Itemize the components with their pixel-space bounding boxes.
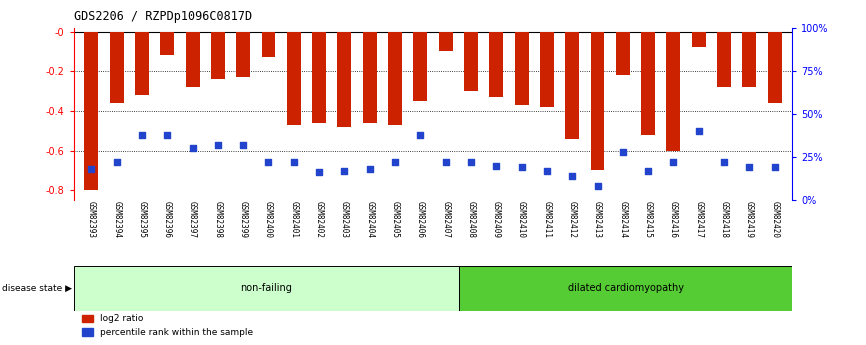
Text: GSM82419: GSM82419 — [745, 201, 754, 238]
Bar — [312, 31, 326, 123]
Point — [667, 159, 681, 165]
Point — [616, 149, 630, 155]
Bar — [211, 31, 225, 79]
Text: GSM82396: GSM82396 — [163, 201, 171, 238]
Point — [84, 166, 98, 172]
Point — [312, 170, 326, 175]
Bar — [262, 31, 275, 57]
Point — [692, 128, 706, 134]
Text: GSM82415: GSM82415 — [643, 201, 653, 238]
Point — [717, 159, 731, 165]
Text: GSM82414: GSM82414 — [618, 201, 627, 238]
Text: GSM82399: GSM82399 — [239, 201, 248, 238]
Text: GSM82412: GSM82412 — [568, 201, 577, 238]
Bar — [413, 31, 427, 101]
Point — [591, 184, 604, 189]
Bar — [692, 31, 706, 47]
Text: GSM82416: GSM82416 — [669, 201, 678, 238]
Bar — [287, 31, 301, 125]
Point — [363, 166, 377, 172]
Bar — [717, 31, 731, 87]
Text: GSM82404: GSM82404 — [365, 201, 374, 238]
Bar — [236, 31, 250, 77]
Bar — [565, 31, 579, 139]
Point — [388, 159, 402, 165]
Text: GDS2206 / RZPDp1096C0817D: GDS2206 / RZPDp1096C0817D — [74, 10, 252, 23]
Point — [160, 132, 174, 137]
Text: GSM82403: GSM82403 — [340, 201, 349, 238]
Text: dilated cardiomyopathy: dilated cardiomyopathy — [567, 283, 683, 293]
Text: GSM82398: GSM82398 — [213, 201, 223, 238]
Point — [742, 165, 756, 170]
Bar — [185, 31, 199, 87]
Text: non-failing: non-failing — [240, 283, 292, 293]
Bar — [667, 31, 681, 150]
Bar — [591, 31, 604, 170]
Text: GSM82408: GSM82408 — [467, 201, 475, 238]
Bar — [742, 31, 756, 87]
Bar — [464, 31, 478, 91]
Bar — [160, 31, 174, 55]
Text: disease state ▶: disease state ▶ — [2, 284, 72, 293]
Text: GSM82413: GSM82413 — [593, 201, 602, 238]
Point — [135, 132, 149, 137]
Text: GSM82401: GSM82401 — [289, 201, 298, 238]
Point — [514, 165, 528, 170]
Bar — [489, 31, 503, 97]
Point — [439, 159, 453, 165]
Text: GSM82409: GSM82409 — [492, 201, 501, 238]
Text: GSM82418: GSM82418 — [720, 201, 728, 238]
Text: GSM82406: GSM82406 — [416, 201, 425, 238]
Point — [110, 159, 124, 165]
Point — [211, 142, 225, 148]
Text: GSM82400: GSM82400 — [264, 201, 273, 238]
Point — [464, 159, 478, 165]
Text: GSM82411: GSM82411 — [542, 201, 552, 238]
Bar — [514, 31, 528, 105]
Bar — [338, 31, 352, 127]
Text: GSM82407: GSM82407 — [441, 201, 450, 238]
Bar — [641, 31, 655, 135]
Point — [540, 168, 554, 174]
Text: GSM82395: GSM82395 — [138, 201, 146, 238]
Text: GSM82417: GSM82417 — [695, 201, 703, 238]
Bar — [459, 266, 792, 311]
Point — [489, 163, 503, 168]
Text: GSM82397: GSM82397 — [188, 201, 197, 238]
Bar — [616, 31, 630, 75]
Bar — [84, 31, 98, 190]
Point — [287, 159, 301, 165]
Point — [338, 168, 352, 174]
Text: GSM82405: GSM82405 — [391, 201, 399, 238]
Bar — [110, 31, 124, 103]
Text: GSM82402: GSM82402 — [314, 201, 324, 238]
Text: GSM82410: GSM82410 — [517, 201, 526, 238]
Point — [236, 142, 250, 148]
Bar — [135, 31, 149, 95]
Text: GSM82394: GSM82394 — [112, 201, 121, 238]
Text: GSM82393: GSM82393 — [87, 201, 96, 238]
Bar — [74, 266, 459, 311]
Point — [768, 165, 782, 170]
Bar — [540, 31, 554, 107]
Legend: log2 ratio, percentile rank within the sample: log2 ratio, percentile rank within the s… — [78, 311, 256, 341]
Bar — [388, 31, 402, 125]
Point — [185, 146, 199, 151]
Point — [413, 132, 427, 137]
Bar — [439, 31, 453, 51]
Point — [262, 159, 275, 165]
Point — [565, 173, 579, 179]
Text: GSM82420: GSM82420 — [770, 201, 779, 238]
Point — [641, 168, 655, 174]
Bar — [768, 31, 782, 103]
Bar — [363, 31, 377, 123]
